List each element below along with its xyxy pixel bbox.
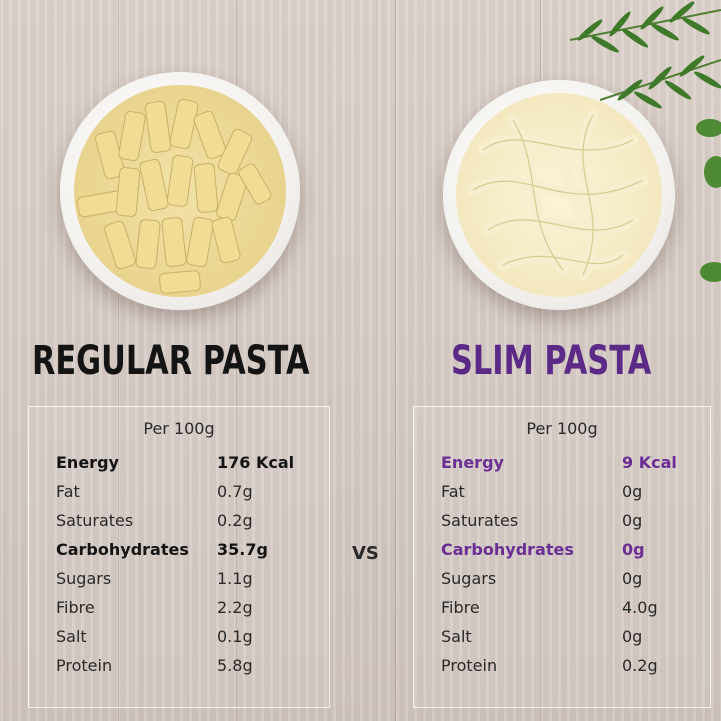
nutrient-label: Saturates	[56, 511, 134, 530]
board-seam	[236, 0, 237, 721]
nutrient-label: Fibre	[441, 598, 480, 617]
nutrition-row-protein: Protein 0.2g	[414, 656, 710, 682]
nutrient-label: Protein	[56, 656, 113, 675]
regular-pasta-heading: REGULAR PASTA	[32, 338, 310, 384]
nutrient-value: 2.2g	[217, 598, 253, 617]
nutrient-label: Fibre	[56, 598, 95, 617]
nutrient-value: 4.0g	[622, 598, 658, 617]
slim-nutrition-panel: Per 100g Energy 9 Kcal Fat 0g Saturates …	[413, 406, 711, 708]
nutrition-row-protein: Protein 5.8g	[29, 656, 329, 682]
nutrition-row-saturates: Saturates 0g	[414, 511, 710, 537]
nutrition-row-fat: Fat 0g	[414, 482, 710, 508]
nutrient-label: Salt	[56, 627, 87, 646]
nutrient-value: 0g	[622, 627, 643, 646]
noodle-strands	[467, 109, 649, 281]
nutrient-value: 0.2g	[622, 656, 658, 675]
nutrition-row-salt: Salt 0g	[414, 627, 710, 653]
regular-nutrition-panel: Per 100g Energy 176 Kcal Fat 0.7g Satura…	[28, 406, 330, 708]
rosemary-herb-image	[569, 1, 721, 137]
vs-label: VS	[352, 543, 379, 564]
nutrient-label: Salt	[441, 627, 472, 646]
nutrition-row-fibre: Fibre 2.2g	[29, 598, 329, 624]
nutrition-row-sugars: Sugars 0g	[414, 569, 710, 595]
slim-pasta-heading: SLIM PASTA	[451, 338, 652, 384]
board-seam	[395, 0, 396, 721]
nutrient-label: Carbohydrates	[441, 540, 574, 559]
nutrient-value: 0.7g	[217, 482, 253, 501]
nutrient-label: Fat	[56, 482, 80, 501]
nutrition-row-carbohydrates: Carbohydrates 35.7g	[29, 540, 329, 566]
nutrition-row-carbohydrates: Carbohydrates 0g	[414, 540, 710, 566]
nutrient-value: 0.1g	[217, 627, 253, 646]
noodle-bowl-image	[443, 80, 675, 310]
nutrient-label: Energy	[56, 453, 119, 472]
nutrition-row-sugars: Sugars 1.1g	[29, 569, 329, 595]
nutrient-label: Carbohydrates	[56, 540, 189, 559]
nutrient-value: 35.7g	[217, 540, 268, 559]
nutrient-label: Sugars	[441, 569, 497, 588]
nutrient-label: Protein	[441, 656, 498, 675]
nutrition-row-energy: Energy 9 Kcal	[414, 453, 710, 479]
rigatoni-pieces	[76, 98, 272, 294]
per-100g-label: Per 100g	[526, 419, 598, 438]
per-100g-label: Per 100g	[143, 419, 215, 438]
nutrition-row-saturates: Saturates 0.2g	[29, 511, 329, 537]
nutrient-value: 0g	[622, 569, 643, 588]
nutrition-row-salt: Salt 0.1g	[29, 627, 329, 653]
nutrition-row-energy: Energy 176 Kcal	[29, 453, 329, 479]
nutrient-label: Energy	[441, 453, 504, 472]
nutrient-label: Sugars	[56, 569, 112, 588]
board-seam	[540, 0, 541, 721]
rigatoni-bowl-image	[60, 72, 300, 310]
nutrient-value: 0g	[622, 482, 643, 501]
nutrition-row-fibre: Fibre 4.0g	[414, 598, 710, 624]
nutrient-value: 9 Kcal	[622, 453, 677, 472]
board-seam	[118, 0, 119, 721]
nutrient-label: Saturates	[441, 511, 519, 530]
leaf-image	[700, 156, 721, 282]
nutrient-label: Fat	[441, 482, 465, 501]
nutrient-value: 0g	[622, 540, 645, 559]
nutrient-value: 0g	[622, 511, 643, 530]
nutrient-value: 0.2g	[217, 511, 253, 530]
nutrition-row-fat: Fat 0.7g	[29, 482, 329, 508]
nutrient-value: 176 Kcal	[217, 453, 295, 472]
nutrient-value: 5.8g	[217, 656, 253, 675]
nutrient-value: 1.1g	[217, 569, 253, 588]
